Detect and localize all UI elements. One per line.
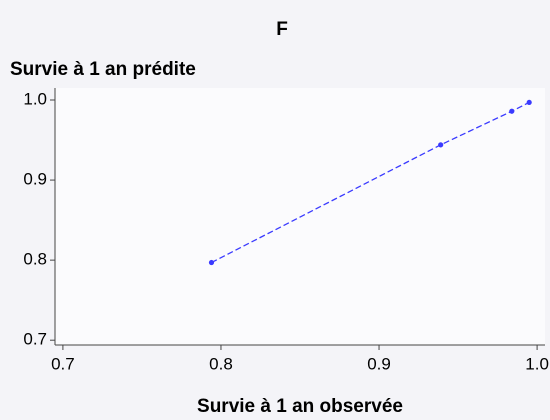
y-tick-label: 1.0 (23, 89, 47, 108)
x-tick-label: 0.7 (51, 354, 75, 373)
data-point (438, 142, 444, 148)
y-tick-label: 0.8 (23, 250, 47, 269)
data-point (509, 108, 515, 114)
data-line (211, 101, 530, 264)
y-tick-label: 0.9 (23, 170, 47, 189)
x-tick-label: 0.8 (209, 354, 233, 373)
y-axis-label: Survie à 1 an prédite (10, 59, 196, 80)
data-point (208, 259, 215, 266)
x-tick-label: 1.0 (525, 354, 549, 373)
y-tick-label: 0.7 (23, 330, 47, 349)
x-axis-label: Survie à 1 an observée (197, 396, 403, 417)
data-point (526, 99, 532, 106)
x-tick-label: 0.9 (367, 354, 391, 373)
chart-title: F (276, 19, 288, 40)
